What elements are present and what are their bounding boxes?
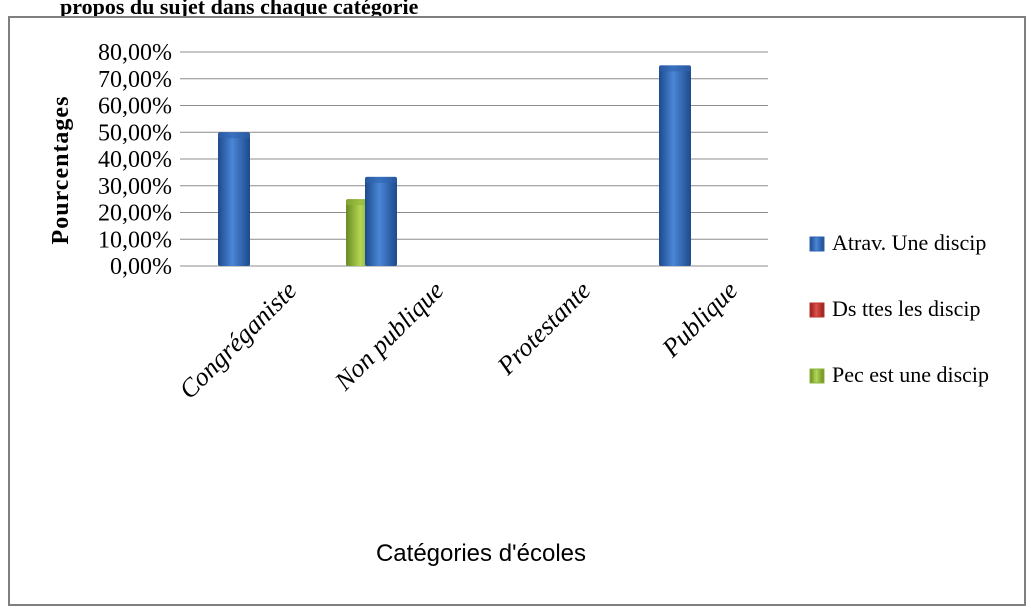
- x-tick-label: Protestante: [491, 276, 596, 381]
- legend-entry: Pec est une discip: [832, 362, 989, 387]
- bar: [365, 176, 397, 266]
- y-tick-label: 40,00%: [98, 147, 172, 173]
- legend-swatch: [809, 302, 825, 318]
- legend-entry: Ds ttes les discip: [832, 296, 981, 321]
- legend-swatch: [809, 368, 825, 384]
- y-tick-label: 10,00%: [98, 227, 172, 253]
- legend: Atrav. Une discip Ds ttes les discip Pec e…: [809, 230, 989, 387]
- legend-swatch: [809, 236, 825, 252]
- x-tick-label: Publique: [656, 276, 744, 364]
- bars: [218, 65, 691, 266]
- y-tick-label: 50,00%: [98, 120, 172, 146]
- bar-top: [659, 65, 691, 72]
- x-tick-label: Non publique: [328, 276, 449, 397]
- bar: [218, 132, 250, 266]
- x-tick-labels: Congréganiste Non publique Protestante Publ…: [173, 276, 743, 405]
- chart-frame: [8, 16, 1026, 606]
- y-tick-labels: 0,00%10,00%20,00%30,00%40,00%50,00%60,00…: [98, 40, 172, 280]
- x-axis-label: Catégories d'écoles: [376, 540, 586, 567]
- y-tick-label: 0,00%: [110, 254, 172, 280]
- bar: [659, 65, 691, 266]
- y-axis-label: Pourcentages: [48, 96, 74, 245]
- bar-top: [365, 176, 397, 183]
- bar-top: [218, 132, 250, 139]
- legend-entry: Atrav. Une discip: [832, 230, 986, 255]
- x-tick-label: Congréganiste: [173, 276, 302, 405]
- y-tick-label: 70,00%: [98, 67, 172, 93]
- y-tick-label: 80,00%: [98, 40, 172, 66]
- chart-title-fragment: propos du sujet dans chaque catégorie: [60, 0, 419, 19]
- y-tick-label: 30,00%: [98, 174, 172, 200]
- y-tick-label: 20,00%: [98, 201, 172, 227]
- y-tick-label: 60,00%: [98, 94, 172, 120]
